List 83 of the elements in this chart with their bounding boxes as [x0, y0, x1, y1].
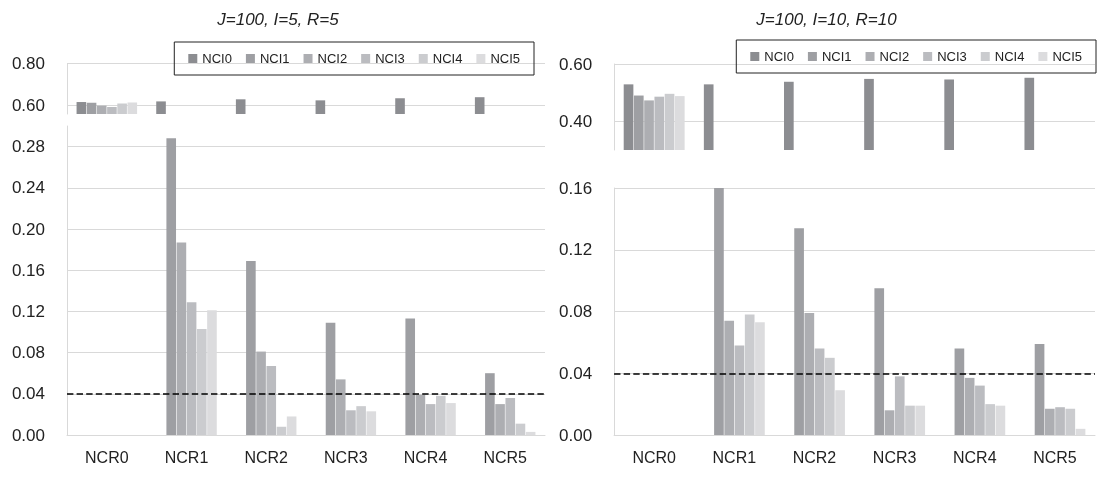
legend-label: NCI1 [821, 49, 852, 64]
bar [734, 345, 745, 435]
bar [435, 395, 446, 435]
y-tick-label: 0.16 [11, 260, 45, 280]
x-tick-label: NCR0 [85, 448, 129, 466]
y-tick-label: 0.16 [558, 178, 593, 198]
x-tick-label: NCR3 [324, 448, 368, 466]
bar [714, 188, 724, 435]
bar [985, 404, 995, 435]
bar [724, 320, 735, 435]
bar [744, 314, 755, 435]
y-tick-label: 0.04 [11, 384, 45, 404]
bar [325, 322, 336, 435]
bar [196, 328, 207, 435]
legend-label: NCI1 [259, 51, 290, 66]
bar [485, 373, 495, 435]
bar [246, 260, 256, 435]
bar [505, 397, 516, 435]
bar [356, 406, 366, 435]
bar [814, 348, 825, 435]
bar [425, 404, 436, 435]
bar [954, 348, 965, 435]
y-tick-label: 0.24 [11, 178, 45, 198]
x-tick-label: NCR1 [712, 448, 757, 466]
y-tick-label: 0.08 [11, 343, 45, 363]
bar [515, 423, 526, 435]
bar [825, 357, 835, 435]
bar [495, 404, 505, 435]
bar [1034, 343, 1045, 435]
y-tick-label: 0.04 [558, 363, 593, 383]
legend-label: NCI2 [879, 49, 910, 64]
x-tick-label: NCR3 [872, 448, 917, 466]
bar [964, 377, 975, 435]
y-tick-label: 0.08 [558, 302, 593, 321]
bar [186, 302, 197, 435]
x-tick-label: NCR5 [483, 448, 528, 466]
bar [1065, 408, 1076, 435]
chart-title: J=100, I=10, R=10 [755, 10, 898, 29]
bar [894, 376, 905, 435]
bar [884, 410, 895, 435]
bar [905, 405, 915, 435]
y-tick-label: 0.00 [11, 425, 45, 445]
bar [405, 318, 416, 435]
chart-title: J=100, I=5, R=5 [216, 10, 340, 29]
bar [975, 385, 985, 435]
x-tick-label: NCR4 [952, 448, 997, 466]
bar [1055, 407, 1065, 435]
y-tick-label: 0.00 [558, 425, 593, 445]
bar [1044, 408, 1055, 435]
legend-label: NCI3 [375, 51, 405, 66]
bar [794, 228, 804, 435]
bar [335, 379, 346, 435]
legend-label: NCI4 [994, 49, 1025, 64]
bar [176, 242, 187, 435]
bar [415, 394, 426, 435]
legend-label: NCI5 [490, 51, 521, 66]
y-tick-label: 0.12 [558, 240, 593, 260]
y-tick-label: 0.80 [11, 54, 45, 74]
x-tick-label: NCR5 [1033, 448, 1077, 466]
y-tick-label: 0.12 [11, 301, 45, 321]
y-tick-label: 0.40 [558, 111, 593, 131]
y-tick-label: 0.20 [11, 219, 45, 239]
legend-label: NCI4 [432, 51, 463, 66]
x-tick-label: NCR2 [792, 448, 837, 466]
legend-label: NCI0 [764, 49, 794, 64]
bar [266, 365, 277, 435]
legend-label: NCI5 [1052, 49, 1083, 64]
x-tick-label: NCR1 [164, 448, 209, 466]
y-tick-label: 0.28 [11, 137, 45, 157]
legend-label: NCI2 [317, 51, 348, 66]
bar [166, 138, 177, 435]
bar [276, 426, 287, 435]
legend-label: NCI0 [202, 51, 232, 66]
bar [346, 410, 356, 435]
x-tick-label: NCR2 [244, 448, 289, 466]
bar [256, 351, 266, 435]
bar [874, 288, 885, 435]
y-tick-label: 0.60 [558, 54, 593, 74]
y-tick-label: 0.60 [11, 96, 45, 116]
legend-label: NCI3 [937, 49, 967, 64]
x-tick-label: NCR0 [632, 448, 677, 466]
x-tick-label: NCR4 [403, 448, 448, 466]
bar [804, 313, 815, 435]
